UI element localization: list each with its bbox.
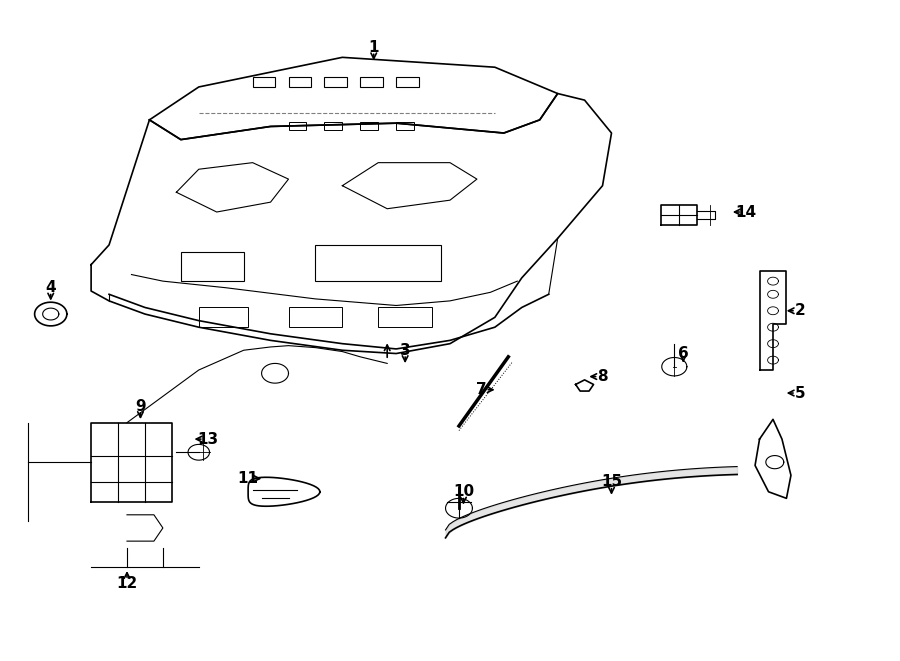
Text: 5: 5 [795,385,806,401]
Text: 2: 2 [795,303,806,318]
Bar [253,77,275,87]
Bar [289,307,342,327]
Bar [396,77,418,87]
Bar [315,245,441,281]
Text: 4: 4 [45,280,56,295]
Text: 8: 8 [598,369,608,384]
Bar [199,307,248,327]
Text: 14: 14 [735,204,757,219]
Bar [324,77,346,87]
Text: 15: 15 [601,475,622,489]
Text: 1: 1 [368,40,379,55]
Text: 9: 9 [135,399,146,414]
Text: 10: 10 [453,485,474,499]
Bar [289,77,310,87]
Bar [360,122,378,130]
Text: 7: 7 [476,382,487,397]
Bar [378,307,432,327]
Bar [324,122,342,130]
Text: 6: 6 [678,346,688,361]
Bar [289,122,306,130]
Text: 3: 3 [400,343,410,358]
Bar [396,122,414,130]
Bar [360,77,382,87]
Text: 12: 12 [116,576,138,592]
Text: 11: 11 [238,471,258,486]
Text: 13: 13 [197,432,219,447]
Bar [181,252,244,281]
